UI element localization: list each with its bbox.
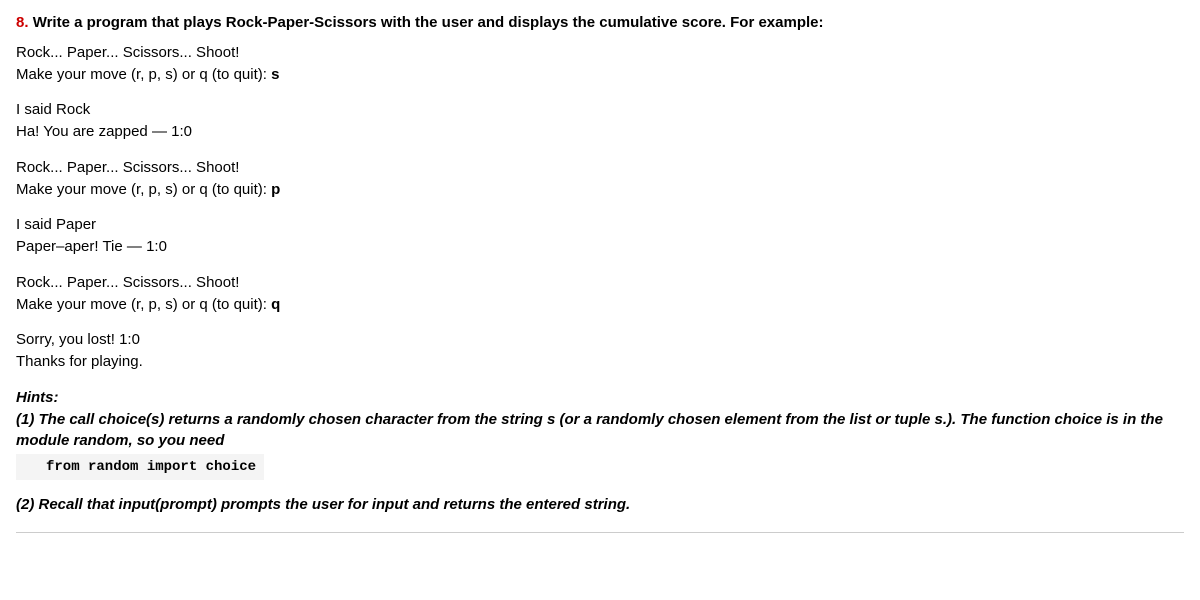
- round-outcome: Paper–aper! Tie — 1:0: [16, 236, 1184, 258]
- round-2-prompt: Rock... Paper... Scissors... Shoot! Make…: [16, 157, 1184, 201]
- user-input: s: [271, 66, 279, 83]
- code-snippet: from random import choice: [16, 454, 264, 480]
- move-prompt: Make your move (r, p, s) or q (to quit):: [16, 66, 271, 83]
- code-line: from random import choice: [16, 452, 1184, 480]
- move-prompt-line: Make your move (r, p, s) or q (to quit):…: [16, 179, 1184, 201]
- rps-intro: Rock... Paper... Scissors... Shoot!: [16, 42, 1184, 64]
- final-score: Sorry, you lost! 1:0: [16, 329, 1184, 351]
- game-end: Sorry, you lost! 1:0 Thanks for playing.: [16, 329, 1184, 373]
- hints-section: Hints: (1) The call choice(s) returns a …: [16, 387, 1184, 481]
- hint-1: (1) The call choice(s) returns a randoml…: [16, 409, 1184, 453]
- move-prompt: Make your move (r, p, s) or q (to quit):: [16, 181, 271, 198]
- question-header: 8. Write a program that plays Rock-Paper…: [16, 12, 1184, 34]
- rps-intro: Rock... Paper... Scissors... Shoot!: [16, 157, 1184, 179]
- hint-2-block: (2) Recall that input(prompt) prompts th…: [16, 494, 1184, 516]
- round-3-prompt: Rock... Paper... Scissors... Shoot! Make…: [16, 272, 1184, 316]
- divider: [16, 532, 1184, 533]
- question-title: Write a program that plays Rock-Paper-Sc…: [33, 14, 824, 31]
- hint-2: (2) Recall that input(prompt) prompts th…: [16, 494, 1184, 516]
- computer-reply: I said Rock: [16, 99, 1184, 121]
- move-prompt: Make your move (r, p, s) or q (to quit):: [16, 296, 271, 313]
- user-input: q: [271, 296, 280, 313]
- question-number: 8.: [16, 14, 29, 31]
- round-1-prompt: Rock... Paper... Scissors... Shoot! Make…: [16, 42, 1184, 86]
- move-prompt-line: Make your move (r, p, s) or q (to quit):…: [16, 294, 1184, 316]
- user-input: p: [271, 181, 280, 198]
- round-1-result: I said Rock Ha! You are zapped — 1:0: [16, 99, 1184, 143]
- round-outcome: Ha! You are zapped — 1:0: [16, 121, 1184, 143]
- hints-label: Hints:: [16, 387, 1184, 409]
- round-2-result: I said Paper Paper–aper! Tie — 1:0: [16, 214, 1184, 258]
- thanks-msg: Thanks for playing.: [16, 351, 1184, 373]
- rps-intro: Rock... Paper... Scissors... Shoot!: [16, 272, 1184, 294]
- move-prompt-line: Make your move (r, p, s) or q (to quit):…: [16, 64, 1184, 86]
- computer-reply: I said Paper: [16, 214, 1184, 236]
